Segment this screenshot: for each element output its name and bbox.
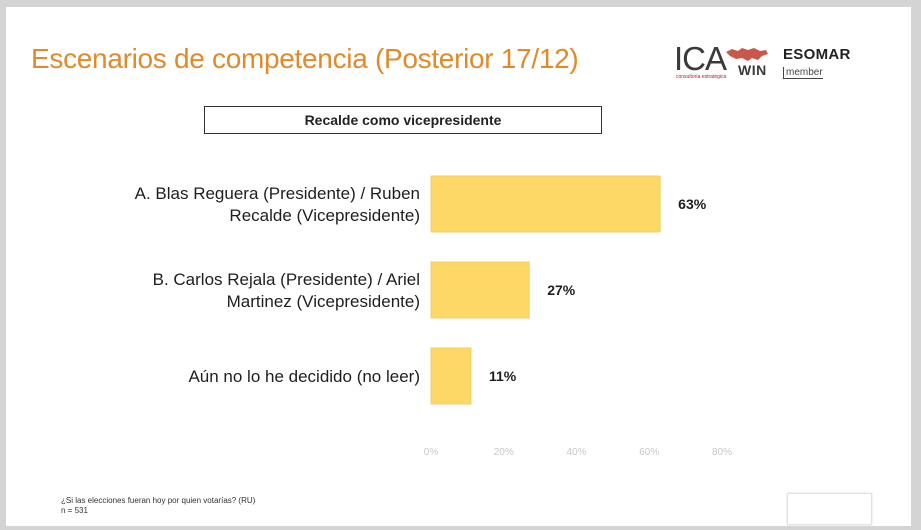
bar-1 <box>430 261 530 319</box>
bar-0 <box>430 175 661 233</box>
bar-2 <box>430 347 472 405</box>
ica-win-logo: ICA consultoría estratégica WIN <box>674 42 774 82</box>
x-tick-label-4: 80% <box>712 447 732 458</box>
x-tick-label-0: 0% <box>424 447 439 458</box>
chart-title: Recalde como vicepresidente <box>204 106 602 134</box>
slide: Escenarios de competencia (Posterior 17/… <box>6 7 911 526</box>
value-label-2: 11% <box>489 368 517 384</box>
corner-box <box>787 493 872 525</box>
win-logo-text: WIN <box>738 62 767 78</box>
value-label-1: 27% <box>547 282 576 298</box>
footnote-question: ¿Si las elecciones fueran hoy por quien … <box>61 496 256 505</box>
x-tick-label-2: 40% <box>566 447 586 458</box>
x-tick-label-3: 60% <box>639 447 659 458</box>
ica-logo-text: ICA <box>674 40 727 77</box>
category-label-2-0: Aún no lo he decidido (no leer) <box>188 367 420 386</box>
footnote-sample-size: n = 531 <box>61 506 88 515</box>
esomar-logo-text: ESOMAR <box>783 46 851 63</box>
page-title: Escenarios de competencia (Posterior 17/… <box>31 43 579 74</box>
category-label-0-0: A. Blas Reguera (Presidente) / Ruben <box>135 184 420 203</box>
ica-logo-subtext: consultoría estratégica <box>676 74 727 80</box>
esomar-logo-subtext: member <box>783 67 823 79</box>
x-tick-label-1: 20% <box>494 447 514 458</box>
footnote: ¿Si las elecciones fueran hoy por quien … <box>61 496 255 516</box>
category-label-1-0: B. Carlos Rejala (Presidente) / Ariel <box>153 270 420 289</box>
category-label-0-1: Recalde (Vicepresidente) <box>229 206 420 225</box>
value-label-0: 63% <box>678 196 707 212</box>
bar-chart: 63% A. Blas Reguera (Presidente) / Ruben R… <box>135 175 732 458</box>
esomar-logo: ESOMAR member <box>783 47 851 80</box>
category-label-1-1: Martinez (Vicepresidente) <box>227 292 420 311</box>
world-map-icon <box>726 48 768 61</box>
